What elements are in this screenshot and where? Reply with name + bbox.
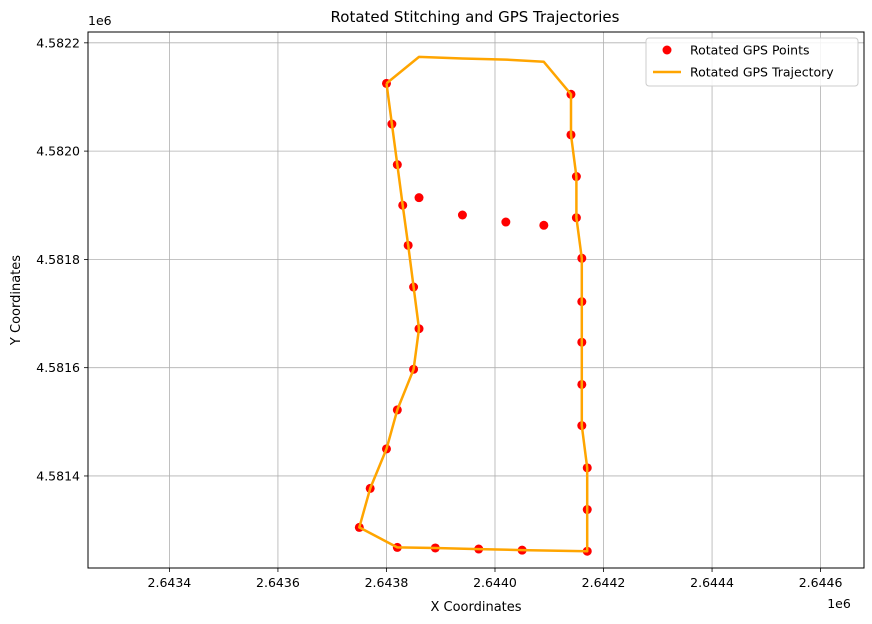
x-offset-label: 1e6	[827, 596, 851, 611]
legend: Rotated GPS Points Rotated GPS Trajector…	[645, 37, 859, 87]
chart-title: Rotated Stitching and GPS Trajectories	[331, 8, 620, 26]
y-tick-label: 4.5820	[36, 144, 80, 159]
grid	[88, 32, 864, 568]
gps-point	[539, 220, 549, 230]
x-tick-label: 2.6434	[148, 575, 192, 590]
gps-trajectory-line	[358, 55, 589, 553]
legend-label-points: Rotated GPS Points	[690, 43, 810, 58]
gps-point	[457, 210, 467, 220]
series	[354, 55, 592, 556]
x-tick-label: 2.6436	[256, 575, 300, 590]
x-tick-label: 2.6440	[473, 575, 517, 590]
legend-marker-points	[662, 45, 672, 55]
x-axis-ticks: 2.6434 2.6436 2.6438 2.6440 2.6442 2.6444 2.64…	[148, 568, 843, 590]
y-axis-ticks: 4.5814 4.5816 4.5818 4.5820 4.5822	[36, 35, 88, 483]
plot-frame	[87, 31, 865, 569]
x-axis-label: X Coordinates	[430, 600, 521, 615]
legend-box	[645, 37, 859, 87]
y-tick-label: 4.5822	[36, 35, 80, 50]
y-offset-label: 1e6	[88, 13, 112, 28]
legend-label-trajectory: Rotated GPS Trajectory	[690, 65, 834, 80]
y-tick-label: 4.5818	[36, 252, 80, 267]
y-tick-label: 4.5816	[36, 360, 80, 375]
x-tick-label: 2.6438	[365, 575, 409, 590]
gps-point	[501, 217, 511, 227]
x-tick-label: 2.6444	[690, 575, 734, 590]
gps-point	[414, 193, 424, 203]
y-axis-label: Y Coordinates	[9, 255, 24, 346]
x-tick-label: 2.6442	[582, 575, 626, 590]
x-tick-label: 2.6446	[799, 575, 843, 590]
y-tick-label: 4.5814	[36, 468, 80, 483]
